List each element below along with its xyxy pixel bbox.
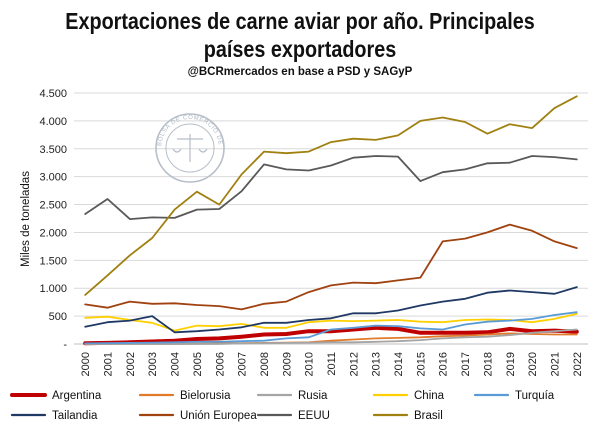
legend-item: China [372, 390, 445, 402]
x-tick-label: 2013 [371, 352, 383, 376]
x-tick-label: 2001 [103, 352, 115, 376]
x-tick-label: 2005 [192, 352, 204, 376]
legend-item: Rusia [256, 390, 328, 402]
x-tick-label: 2004 [170, 352, 182, 376]
y-tick-label: 1.500 [39, 255, 67, 267]
gridlines [74, 92, 588, 345]
y-tick-label: 1.000 [39, 283, 67, 295]
legend-label: Rusia [298, 390, 328, 402]
series-lines [83, 95, 579, 346]
chart-title-line-1: Exportaciones de carne aviar por año. Pr… [65, 8, 535, 34]
scale-pans [172, 148, 208, 153]
legend-item: Bielorusia [138, 390, 231, 402]
x-tick-label: 2014 [393, 352, 405, 376]
legend-label: Turquía [515, 390, 555, 402]
x-tick-label: 2016 [438, 352, 450, 376]
legend-label: Brasil [414, 410, 443, 422]
series-line-eeuu [84, 155, 578, 221]
y-tick-label: 2.500 [39, 200, 67, 212]
x-tick-label: 2000 [80, 352, 92, 376]
y-tick-label: 3.500 [39, 144, 67, 156]
series-line-unión-europea [84, 223, 578, 311]
legend-label: Argentina [52, 390, 102, 402]
y-tick-label: - [63, 339, 67, 351]
y-axis-ticks: - 500 1.000 1.500 2.000 2.500 3.000 3.500 4.000 4… [39, 88, 67, 351]
legend-item: Unión Europea [138, 410, 257, 422]
x-tick-label: 2006 [214, 352, 226, 376]
legend-label: Bielorusia [180, 390, 231, 402]
x-tick-label: 2017 [460, 352, 472, 376]
x-tick-label: 2022 [572, 352, 584, 376]
legend-label: Tailandia [52, 410, 98, 422]
x-tick-label: 2015 [415, 352, 427, 376]
y-tick-label: 500 [49, 311, 67, 323]
seal-outer-ring [155, 113, 225, 183]
y-tick-label: 3.000 [39, 172, 67, 184]
y-tick-label: 4.000 [39, 116, 67, 128]
seal-text: BOLSA DE COMERCIO DE ROSARIO [0, 0, 223, 148]
legend-label: EEUU [298, 410, 330, 422]
legend-item: Brasil [372, 410, 443, 422]
y-tick-label: 4.500 [39, 88, 67, 100]
y-axis-label: Miles de toneladas [20, 171, 32, 267]
x-tick-label: 2008 [259, 352, 271, 376]
chart-legend: Argentina Bielorusia Rusia China Turquía Tail… [10, 390, 555, 422]
x-tick-label: 2011 [326, 352, 338, 376]
legend-item: EEUU [256, 410, 330, 422]
chart-title-line-2: países exportadores [203, 36, 397, 62]
legend-label: Unión Europea [180, 410, 257, 422]
x-tick-label: 2009 [281, 352, 293, 376]
x-tick-label: 2003 [147, 352, 159, 376]
x-tick-label: 2021 [549, 352, 561, 376]
chart-subtitle: @BCRmercados en base a PSD y SAGyP [187, 66, 413, 78]
x-tick-label: 2012 [348, 352, 360, 376]
x-tick-label: 2002 [125, 352, 137, 376]
legend-item: Argentina [10, 390, 102, 402]
legend-item: Tailandia [10, 410, 98, 422]
watermark-seal: BOLSA DE COMERCIO DE ROSARIO [0, 0, 225, 183]
series-line-rusia [84, 328, 578, 345]
x-tick-label: 2010 [304, 352, 316, 376]
seal-inner-ring [165, 123, 215, 173]
legend-item: Turquía [473, 390, 555, 402]
series-line-tailandia [84, 286, 578, 334]
x-tick-label: 2018 [482, 352, 494, 376]
series-line-argentina [83, 325, 579, 346]
series-line-brasil [84, 95, 578, 296]
y-tick-label: 2.000 [39, 227, 67, 239]
x-tick-label: 2007 [237, 352, 249, 376]
x-tick-label: 2019 [505, 352, 517, 376]
x-axis-ticks: 2000 2001 2002 2003 2004 2005 2006 2007 2008 2009… [80, 352, 584, 376]
x-tick-label: 2020 [527, 352, 539, 376]
legend-label: China [414, 390, 445, 402]
series-line-turquía [84, 311, 578, 345]
